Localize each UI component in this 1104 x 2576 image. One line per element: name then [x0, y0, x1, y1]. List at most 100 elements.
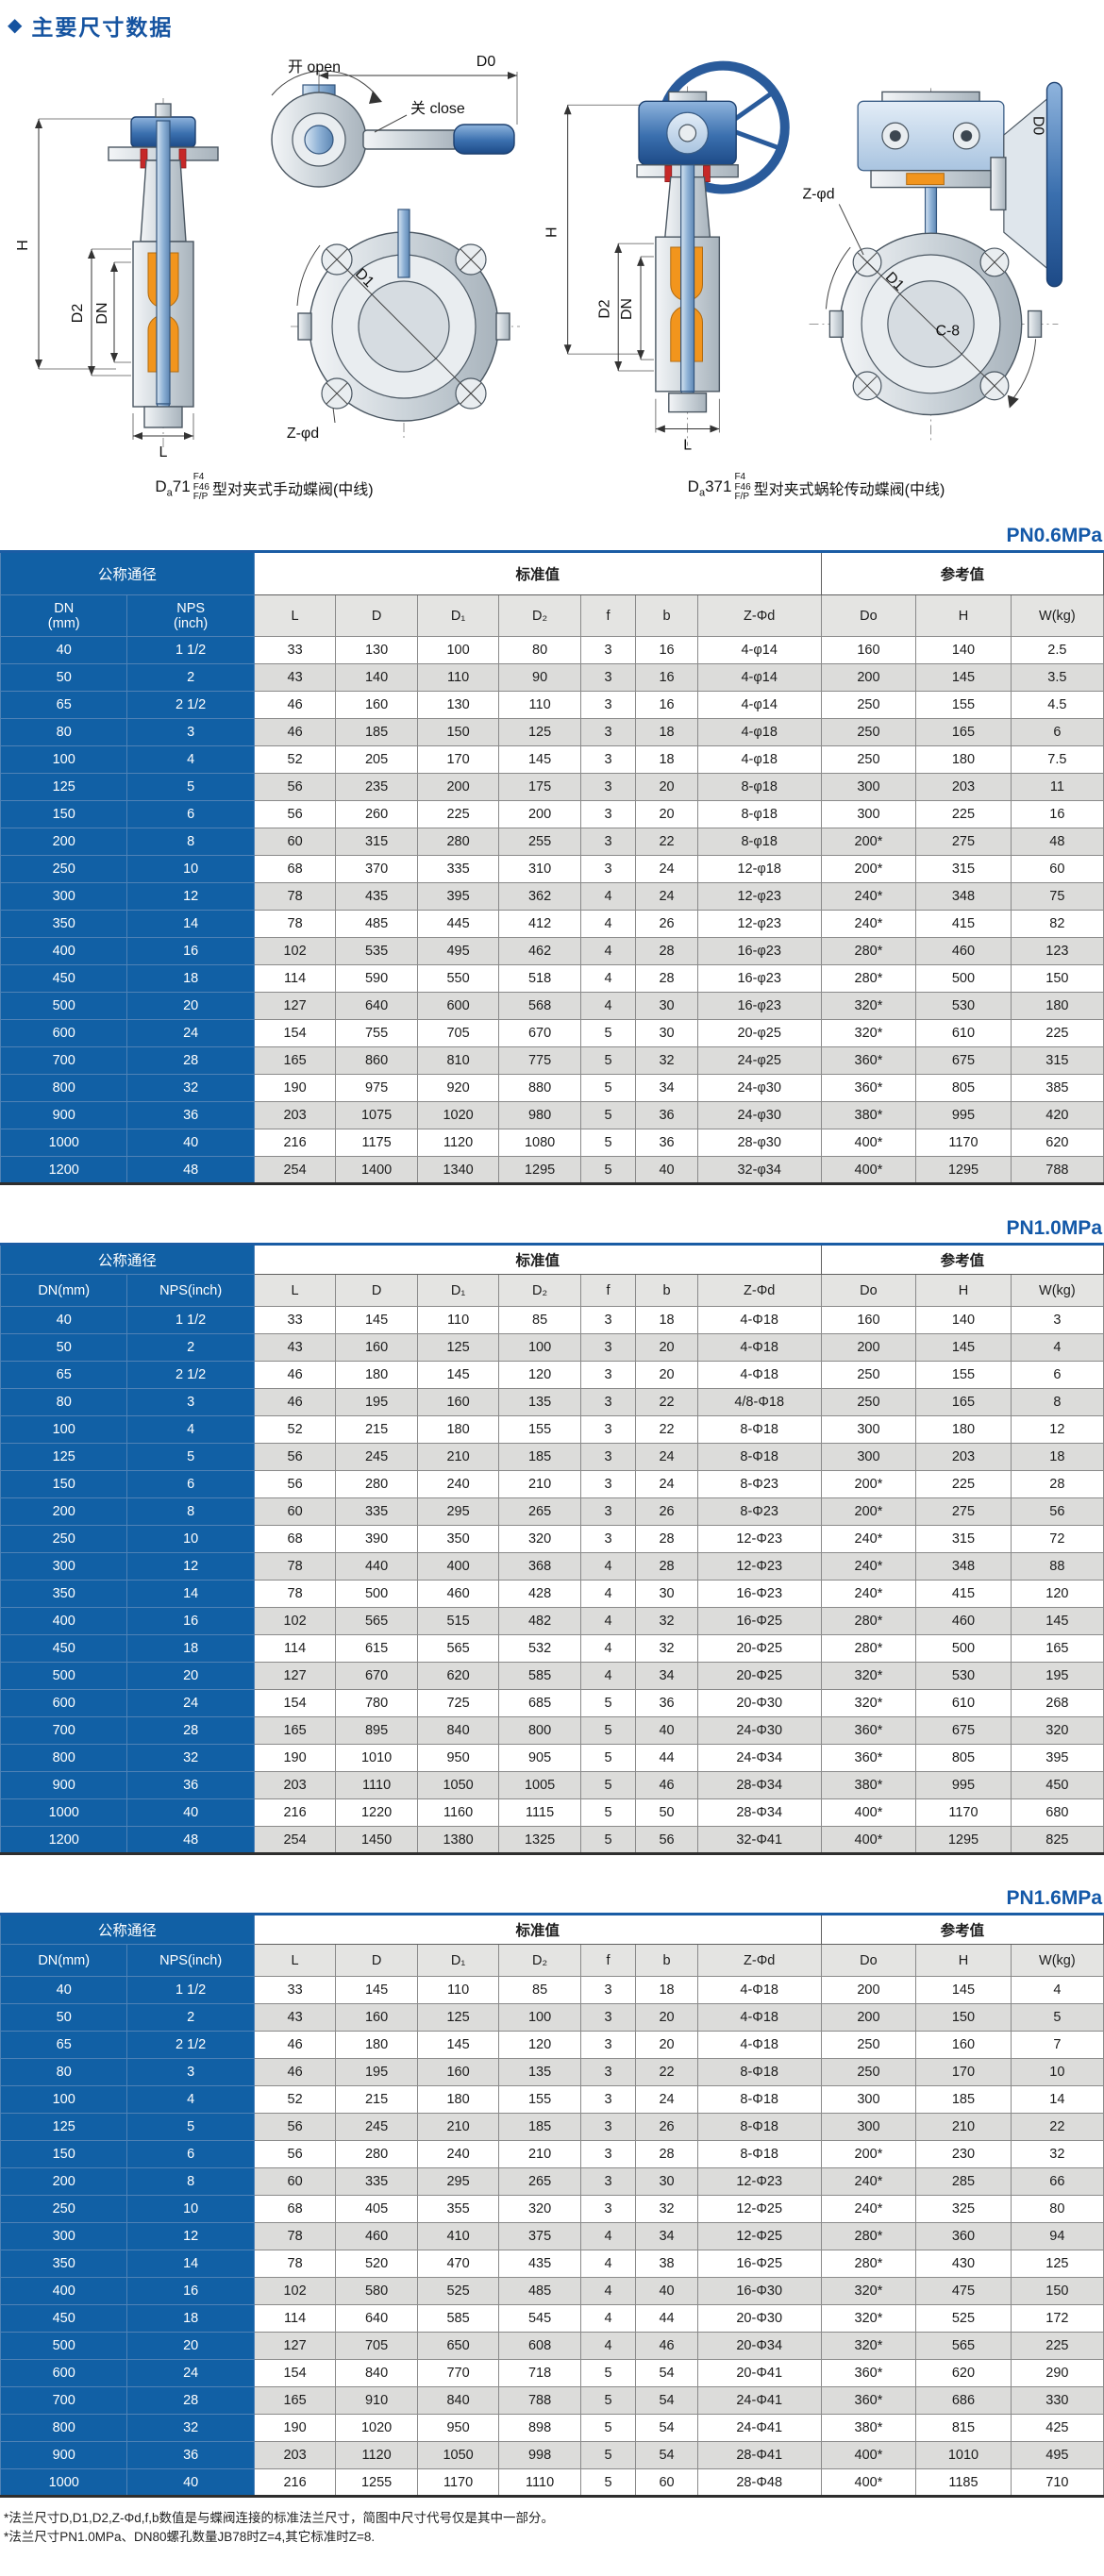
value-cell: 210 — [498, 1470, 581, 1498]
nominal-cell: 300 — [0, 1552, 128, 1581]
value-cell: 2.5 — [1010, 636, 1104, 664]
value-cell: 500 — [335, 1580, 418, 1608]
value-cell: 155 — [498, 2085, 581, 2114]
table-row: 800 32 190 975 920 880 5 34 24-φ30 360* 805 385 — [0, 1074, 1104, 1102]
value-cell: 525 — [915, 2304, 1012, 2333]
dim-label-dn: DN — [94, 302, 110, 324]
nominal-cell: 10 — [126, 2195, 255, 2223]
value-cell: 815 — [915, 2414, 1012, 2442]
table-row: 50 2 43 160 125 100 3 20 4-Φ18 200 150 5 — [0, 2003, 1104, 2032]
value-cell: 3 — [1010, 1306, 1104, 1334]
value-cell: 550 — [416, 964, 500, 993]
value-cell: 3 — [579, 1333, 637, 1362]
value-cell: 4 — [1010, 1976, 1104, 2004]
value-cell: 8-φ18 — [696, 800, 822, 828]
value-cell: 300 — [820, 1443, 917, 1471]
value-cell: 38 — [635, 2250, 698, 2278]
value-cell: 3 — [579, 1497, 637, 1526]
table-row: 65 2 1/2 46 160 130 110 3 16 4-φ14 250 155 4.5 — [0, 691, 1104, 719]
value-cell: 250 — [820, 691, 917, 719]
value-cell: 280 — [416, 828, 500, 856]
value-cell: 200* — [820, 1470, 917, 1498]
value-cell: 24-φ30 — [696, 1074, 822, 1102]
value-cell: 1120 — [416, 1129, 500, 1157]
nominal-cell: 700 — [0, 1716, 128, 1745]
column-header: b — [635, 1944, 698, 1977]
value-cell: 210 — [416, 1443, 500, 1471]
value-cell: 216 — [253, 2468, 337, 2497]
table-row: 600 24 154 840 770 718 5 54 20-Φ41 360* 620 290 — [0, 2359, 1104, 2387]
table-row: 500 20 127 640 600 568 4 30 16-φ23 320* 530 180 — [0, 992, 1104, 1020]
value-cell: 1110 — [498, 2468, 581, 2497]
value-cell: 725 — [416, 1689, 500, 1717]
value-cell: 102 — [253, 1607, 337, 1635]
table-row: 1000 40 216 1220 1160 1115 5 50 28-Φ34 400* 1170 68… — [0, 1798, 1104, 1827]
value-cell: 460 — [915, 937, 1012, 965]
value-cell: 36 — [635, 1689, 698, 1717]
value-cell: 24 — [635, 855, 698, 883]
value-cell: 315 — [915, 1525, 1012, 1553]
table-row: 450 18 114 590 550 518 4 28 16-φ23 280* 500 150 — [0, 964, 1104, 993]
value-cell: 4 — [579, 937, 637, 965]
value-cell: 1115 — [498, 1798, 581, 1827]
value-cell: 56 — [1010, 1497, 1104, 1526]
value-cell: 225 — [416, 800, 500, 828]
value-cell: 410 — [416, 2222, 500, 2250]
value-cell: 1050 — [416, 2441, 500, 2469]
value-cell: 8-Φ18 — [696, 1415, 822, 1444]
value-cell: 585 — [498, 1662, 581, 1690]
value-cell: 22 — [635, 828, 698, 856]
value-cell: 175 — [498, 773, 581, 801]
value-cell: 950 — [416, 2414, 500, 2442]
value-cell: 165 — [253, 2386, 337, 2415]
nominal-cell: 900 — [0, 2441, 128, 2469]
table-row: 500 20 127 705 650 608 4 46 20-Φ34 320* 565 225 — [0, 2332, 1104, 2360]
nominal-cell: 8 — [126, 2167, 255, 2196]
table-row: 40 1 1/2 33 130 100 80 3 16 4-φ14 160 140 2.5 — [0, 636, 1104, 664]
value-cell: 125 — [1010, 2250, 1104, 2278]
value-cell: 335 — [416, 855, 500, 883]
dimension-table-pn16: 公称通径 标准值 参考值 DN(mm) NPS(inch) L D D₁ D₂ f b Z-Φd Do H… — [0, 1913, 1104, 2498]
nominal-cell: 900 — [0, 1101, 128, 1129]
value-cell: 275 — [915, 828, 1012, 856]
value-cell: 155 — [915, 1361, 1012, 1389]
value-cell: 360* — [820, 1046, 917, 1075]
value-cell: 33 — [253, 636, 337, 664]
value-cell: 1050 — [416, 1771, 500, 1799]
value-cell: 5 — [579, 1826, 637, 1854]
nominal-cell: 2 — [126, 2003, 255, 2032]
value-cell: 14 — [1010, 2085, 1104, 2114]
value-cell: 20 — [635, 773, 698, 801]
value-cell: 165 — [915, 718, 1012, 746]
table-row: 1000 40 216 1255 1170 1110 5 60 28-Φ48 400* 1185 71… — [0, 2468, 1104, 2497]
value-cell: 675 — [915, 1716, 1012, 1745]
value-cell: 348 — [915, 1552, 1012, 1581]
value-cell: 170 — [915, 2058, 1012, 2086]
value-cell: 280* — [820, 1607, 917, 1635]
value-cell: 16-Φ25 — [696, 2250, 822, 2278]
value-cell: 123 — [1010, 937, 1104, 965]
value-cell: 135 — [498, 1388, 581, 1416]
value-cell: 610 — [915, 1689, 1012, 1717]
nominal-cell: 20 — [126, 1662, 255, 1690]
column-group-header: 公称通径 — [0, 1244, 255, 1275]
value-cell: 400* — [820, 2468, 917, 2497]
value-cell: 225 — [915, 1470, 1012, 1498]
value-cell: 1175 — [335, 1129, 418, 1157]
value-cell: 670 — [498, 1019, 581, 1047]
value-cell: 20 — [635, 800, 698, 828]
value-cell: 160 — [416, 1388, 500, 1416]
column-header: f — [579, 1944, 637, 1977]
nominal-cell: 1 1/2 — [126, 636, 255, 664]
value-cell: 205 — [335, 745, 418, 774]
value-cell: 52 — [253, 745, 337, 774]
value-cell: 16 — [1010, 800, 1104, 828]
value-cell: 3 — [579, 773, 637, 801]
value-cell: 545 — [498, 2304, 581, 2333]
value-cell: 450 — [1010, 1771, 1104, 1799]
value-cell: 5 — [579, 1744, 637, 1772]
value-cell: 28 — [635, 964, 698, 993]
value-cell: 16-Φ30 — [696, 2277, 822, 2305]
value-cell: 435 — [335, 882, 418, 911]
table-row: 900 36 203 1075 1020 980 5 36 24-φ30 380* 995 420 — [0, 1101, 1104, 1129]
